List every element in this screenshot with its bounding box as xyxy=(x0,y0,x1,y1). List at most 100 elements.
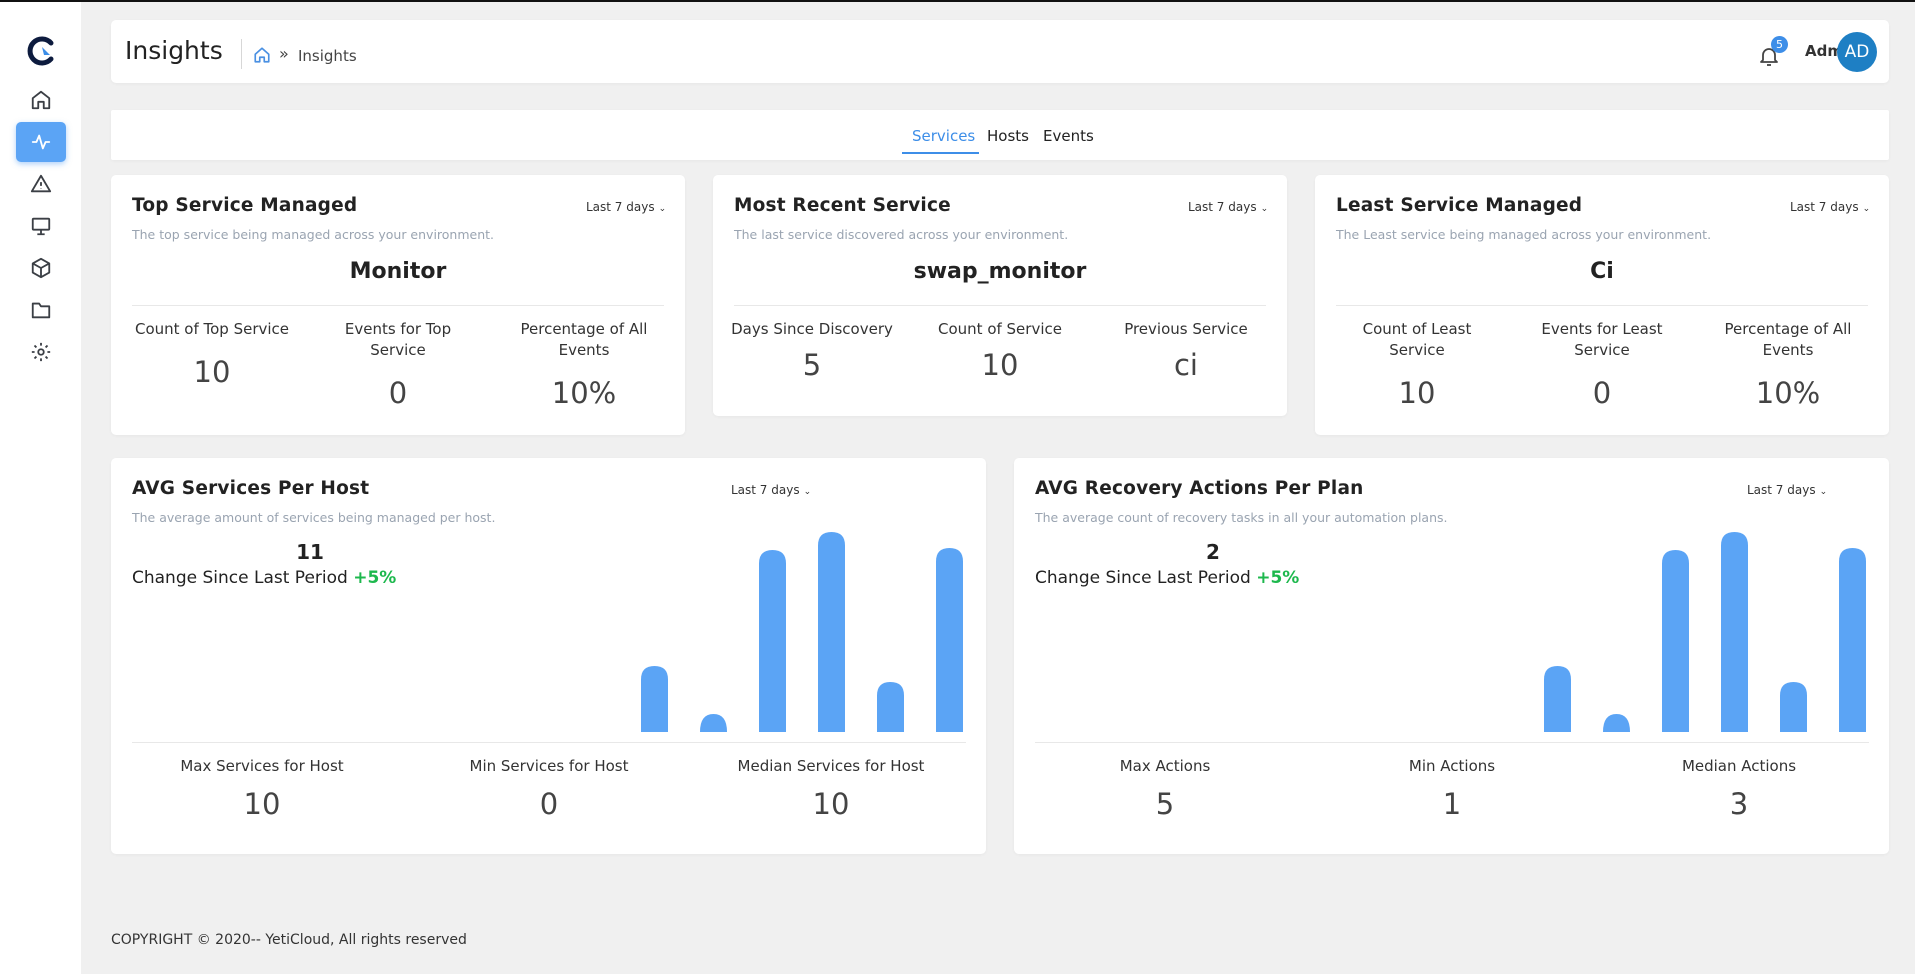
chart-bar-1 xyxy=(1603,714,1630,732)
stat-value: 10 xyxy=(981,348,1019,382)
date-range-dropdown[interactable]: Last 7 days ⌄ xyxy=(586,200,666,214)
recovery-bar-chart xyxy=(1544,532,1866,732)
chart-bar-4 xyxy=(1780,682,1807,732)
stat-label: Min Services for Host xyxy=(469,757,629,775)
footer-copyright: COPYRIGHT © 2020-- YetiCloud, All rights… xyxy=(111,932,467,948)
stat-events-least-service: Events for Least Service 0 xyxy=(1527,319,1677,410)
stat-label: Count of Top Service xyxy=(134,320,290,338)
change-label: Change Since Last Period xyxy=(1035,568,1251,588)
chevron-down-icon: ⌄ xyxy=(1260,204,1269,214)
stat-label: Events for Least Service xyxy=(1541,320,1663,359)
card-title: Top Service Managed xyxy=(132,195,358,216)
sidebar-item-alerts[interactable] xyxy=(16,164,66,204)
stat-value: 0 xyxy=(388,376,408,410)
breadcrumb-separator: » xyxy=(279,44,289,63)
services-bar-chart xyxy=(641,532,963,732)
chevron-down-icon: ⌄ xyxy=(803,487,812,497)
stat-label: Max Actions xyxy=(1119,757,1211,775)
breadcrumb-current: Insights xyxy=(298,47,357,65)
chart-bar-2 xyxy=(759,550,786,732)
page-header: Insights » Insights 5 Admin AD xyxy=(111,20,1889,83)
divider xyxy=(132,305,664,306)
stat-value: 0 xyxy=(539,787,559,821)
avatar[interactable]: AD xyxy=(1837,32,1877,72)
stat-value: 10% xyxy=(1755,376,1821,410)
top-service-card: Top Service Managed Last 7 days ⌄ The top… xyxy=(111,175,685,435)
date-range-dropdown[interactable]: Last 7 days ⌄ xyxy=(1188,200,1268,214)
card-title: Least Service Managed xyxy=(1336,195,1583,216)
header-divider xyxy=(241,39,242,69)
sidebar-item-packages[interactable] xyxy=(16,248,66,288)
card-title: Most Recent Service xyxy=(734,195,951,216)
chart-bar-0 xyxy=(1544,666,1571,732)
stat-label: Percentage of All Events xyxy=(1724,320,1852,359)
sidebar-item-home[interactable] xyxy=(16,80,66,120)
change-percentage: +5% xyxy=(353,568,397,588)
date-range-label: Last 7 days xyxy=(1188,200,1257,214)
stat-label: Events for Top Service xyxy=(344,320,452,359)
settings-icon xyxy=(31,342,51,362)
stat-label: Days Since Discovery xyxy=(731,320,893,338)
main-content: Insights » Insights 5 Admin AD Services … xyxy=(81,2,1915,974)
stat-label: Max Services for Host xyxy=(180,757,344,775)
divider xyxy=(132,742,966,743)
stat-min-services: Min Services for Host 0 xyxy=(439,756,659,821)
date-range-dropdown[interactable]: Last 7 days ⌄ xyxy=(1747,483,1827,497)
stat-max-services: Max Services for Host 10 xyxy=(152,756,372,821)
tab-services[interactable]: Services xyxy=(912,127,976,145)
chevron-down-icon: ⌄ xyxy=(1819,487,1828,497)
stat-label: Percentage of All Events xyxy=(520,320,648,359)
stat-label: Median Actions xyxy=(1681,757,1797,775)
sidebar-item-files[interactable] xyxy=(16,290,66,330)
stat-label: Count of Least Service xyxy=(1362,320,1472,359)
recent-service-value: swap_monitor xyxy=(913,259,1087,284)
stat-value: 10 xyxy=(243,787,281,821)
page-title: Insights xyxy=(125,36,223,65)
card-subtitle: The average count of recovery tasks in a… xyxy=(1035,510,1448,525)
avg-services-card: AVG Services Per Host Last 7 days ⌄ The a… xyxy=(111,458,986,854)
recent-service-card: Most Recent Service Last 7 days ⌄ The las… xyxy=(713,175,1287,416)
change-since-last-period: Change Since Last Period +5% xyxy=(1035,568,1299,588)
sidebar-item-insights[interactable] xyxy=(16,122,66,162)
tab-events[interactable]: Events xyxy=(1043,127,1094,145)
stat-label: Min Actions xyxy=(1408,757,1496,775)
chart-bar-2 xyxy=(1662,550,1689,732)
chart-bar-3 xyxy=(818,532,845,732)
stat-max-actions: Max Actions 5 xyxy=(1055,756,1275,821)
sidebar-item-hosts[interactable] xyxy=(16,206,66,246)
least-service-value: Ci xyxy=(1590,259,1614,284)
tab-hosts[interactable]: Hosts xyxy=(987,127,1029,145)
least-service-card: Least Service Managed Last 7 days ⌄ The L… xyxy=(1315,175,1889,435)
avg-recovery-card: AVG Recovery Actions Per Plan Last 7 day… xyxy=(1014,458,1889,854)
stat-value: ci xyxy=(1173,348,1198,382)
activity-icon xyxy=(31,134,51,150)
box-icon xyxy=(31,257,51,279)
divider xyxy=(734,305,1266,306)
folder-icon xyxy=(31,302,51,319)
active-tab-indicator xyxy=(902,152,979,154)
stat-events-top-service: Events for Top Service 0 xyxy=(318,319,478,410)
chart-bar-1 xyxy=(700,714,727,732)
date-range-dropdown[interactable]: Last 7 days ⌄ xyxy=(731,483,811,497)
change-since-last-period: Change Since Last Period +5% xyxy=(132,568,396,588)
date-range-label: Last 7 days xyxy=(731,483,800,497)
card-title: AVG Recovery Actions Per Plan xyxy=(1035,478,1364,499)
date-range-dropdown[interactable]: Last 7 days ⌄ xyxy=(1790,200,1870,214)
sidebar-item-settings[interactable] xyxy=(16,332,66,372)
breadcrumb-home-icon[interactable] xyxy=(253,46,271,64)
date-range-label: Last 7 days xyxy=(1790,200,1859,214)
chart-bar-3 xyxy=(1721,532,1748,732)
app-logo[interactable] xyxy=(24,34,58,68)
card-subtitle: The top service being managed across you… xyxy=(132,227,495,242)
sidebar xyxy=(0,2,81,974)
notification-bell-icon[interactable] xyxy=(1757,44,1781,68)
stat-percentage-events: Percentage of All Events 10% xyxy=(1718,319,1858,410)
stat-median-services: Median Services for Host 10 xyxy=(711,756,951,821)
stat-label: Count of Service xyxy=(938,320,1062,338)
stat-value: 1 xyxy=(1442,787,1462,821)
stat-label: Previous Service xyxy=(1124,320,1248,338)
avg-services-value: 11 xyxy=(296,540,324,564)
stat-previous-service: Previous Service ci xyxy=(1106,319,1266,382)
divider xyxy=(1035,742,1869,743)
card-subtitle: The last service discovered across your … xyxy=(734,227,1069,242)
